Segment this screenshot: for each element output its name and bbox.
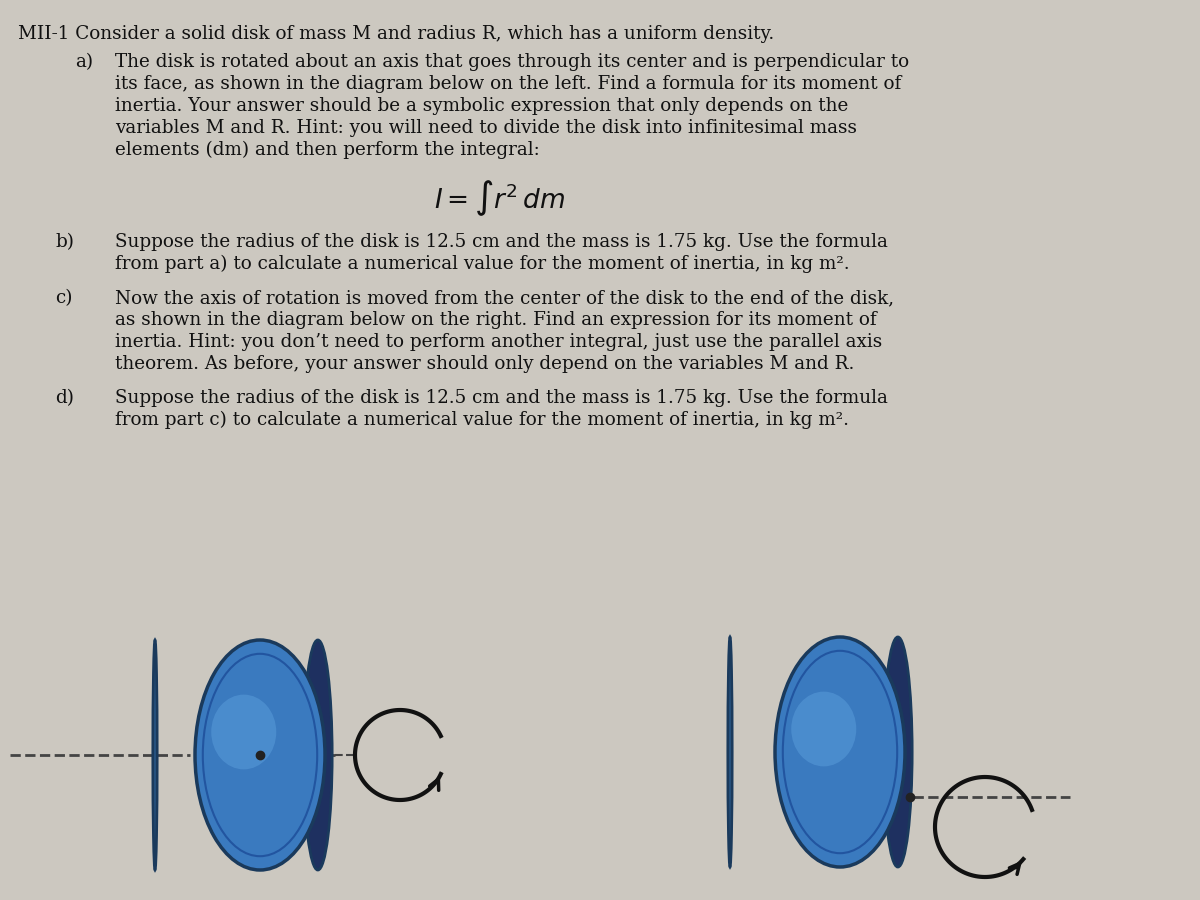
- Ellipse shape: [791, 691, 857, 767]
- Text: its face, as shown in the diagram below on the left. Find a formula for its mome: its face, as shown in the diagram below …: [115, 75, 901, 93]
- Text: from part a) to calculate a numerical value for the moment of inertia, in kg m².: from part a) to calculate a numerical va…: [115, 255, 850, 274]
- Text: inertia. Your answer should be a symbolic expression that only depends on the: inertia. Your answer should be a symboli…: [115, 97, 848, 115]
- Ellipse shape: [152, 640, 157, 870]
- Ellipse shape: [775, 637, 905, 867]
- Text: elements (dm) and then perform the integral:: elements (dm) and then perform the integ…: [115, 141, 540, 159]
- Ellipse shape: [194, 640, 325, 870]
- Text: Suppose the radius of the disk is 12.5 cm and the mass is 1.75 kg. Use the formu: Suppose the radius of the disk is 12.5 c…: [115, 233, 888, 251]
- Text: d): d): [55, 389, 74, 407]
- Text: b): b): [55, 233, 74, 251]
- Text: MII-1 Consider a solid disk of mass M and radius R, which has a uniform density.: MII-1 Consider a solid disk of mass M an…: [18, 25, 774, 43]
- Ellipse shape: [883, 637, 912, 867]
- Text: from part c) to calculate a numerical value for the moment of inertia, in kg m².: from part c) to calculate a numerical va…: [115, 411, 850, 429]
- Text: inertia. Hint: you don’t need to perform another integral, just use the parallel: inertia. Hint: you don’t need to perform…: [115, 333, 882, 351]
- Text: $I = \int r^2\,dm$: $I = \int r^2\,dm$: [434, 178, 565, 218]
- Ellipse shape: [211, 695, 276, 770]
- Text: Suppose the radius of the disk is 12.5 cm and the mass is 1.75 kg. Use the formu: Suppose the radius of the disk is 12.5 c…: [115, 389, 888, 407]
- Text: variables M and R. Hint: you will need to divide the disk into infinitesimal mas: variables M and R. Hint: you will need t…: [115, 119, 857, 137]
- Text: The disk is rotated about an axis that goes through its center and is perpendicu: The disk is rotated about an axis that g…: [115, 53, 910, 71]
- Text: as shown in the diagram below on the right. Find an expression for its moment of: as shown in the diagram below on the rig…: [115, 311, 877, 329]
- Text: theorem. As before, your answer should only depend on the variables M and R.: theorem. As before, your answer should o…: [115, 355, 854, 373]
- Text: a): a): [74, 53, 94, 71]
- Text: c): c): [55, 289, 72, 307]
- Text: Now the axis of rotation is moved from the center of the disk to the end of the : Now the axis of rotation is moved from t…: [115, 289, 894, 307]
- Ellipse shape: [304, 640, 332, 870]
- Ellipse shape: [728, 637, 732, 867]
